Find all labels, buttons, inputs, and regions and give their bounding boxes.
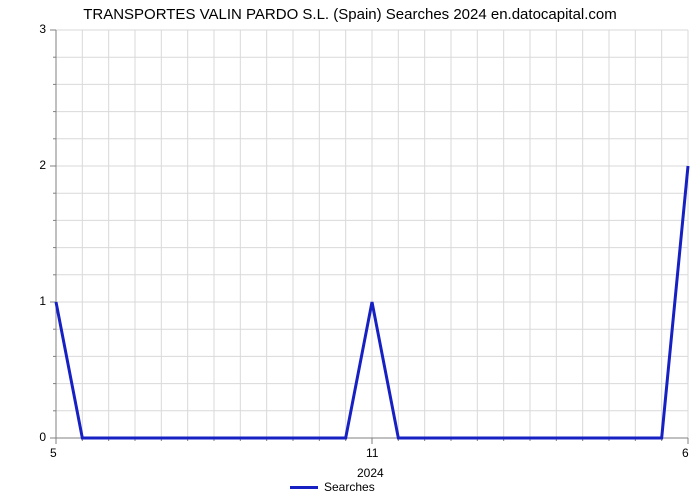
legend-label: Searches [324,480,375,494]
x-tick-label: 6 [682,446,689,460]
x-axis-title: 2024 [357,466,384,480]
y-tick-label: 2 [39,158,46,172]
y-tick-label: 0 [39,430,46,444]
chart-container: { "chart": { "type": "line", "title": "T… [0,0,700,500]
chart-svg [0,0,700,500]
legend: Searches [290,480,375,494]
y-tick-label: 3 [39,22,46,36]
y-tick-label: 1 [39,294,46,308]
legend-swatch [290,486,318,489]
x-tick-label: 11 [366,446,378,460]
x-tick-label: 5 [50,446,57,460]
